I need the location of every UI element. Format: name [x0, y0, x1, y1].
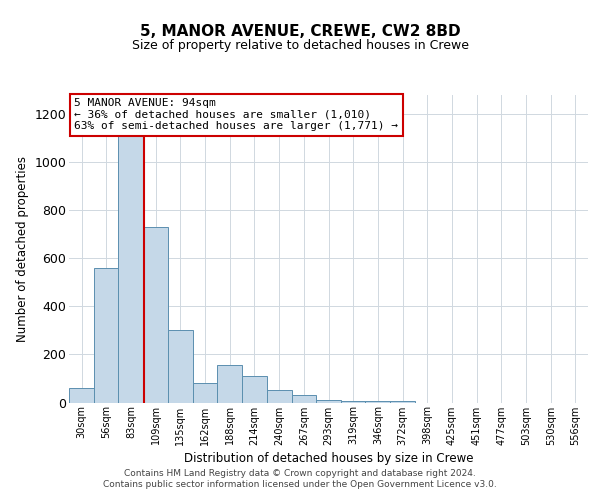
Bar	[292, 396, 316, 402]
Bar	[94, 268, 118, 402]
Bar	[217, 366, 242, 403]
X-axis label: Distribution of detached houses by size in Crewe: Distribution of detached houses by size …	[184, 452, 473, 464]
Text: 5 MANOR AVENUE: 94sqm
← 36% of detached houses are smaller (1,010)
63% of semi-d: 5 MANOR AVENUE: 94sqm ← 36% of detached …	[74, 98, 398, 132]
Y-axis label: Number of detached properties: Number of detached properties	[16, 156, 29, 342]
Bar	[143, 227, 168, 402]
Text: 5, MANOR AVENUE, CREWE, CW2 8BD: 5, MANOR AVENUE, CREWE, CW2 8BD	[140, 24, 460, 38]
Bar	[118, 114, 143, 403]
Bar	[242, 376, 266, 402]
Bar	[266, 390, 292, 402]
Text: Contains HM Land Registry data © Crown copyright and database right 2024.
Contai: Contains HM Land Registry data © Crown c…	[103, 470, 497, 488]
Bar	[316, 400, 341, 402]
Bar	[168, 330, 193, 402]
Text: Size of property relative to detached houses in Crewe: Size of property relative to detached ho…	[131, 40, 469, 52]
Bar	[193, 384, 217, 402]
Bar	[69, 388, 94, 402]
